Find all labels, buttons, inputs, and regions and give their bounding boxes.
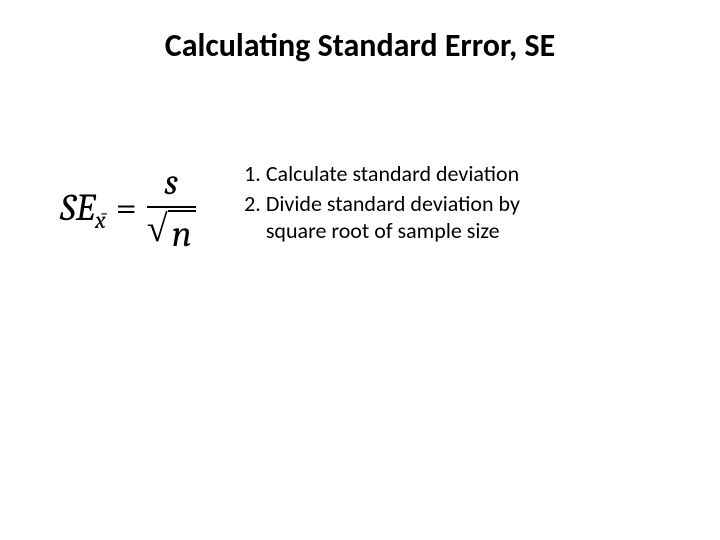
slide-title: Calculating Standard Error, SE	[0, 26, 720, 65]
ordered-steps: Calculate standard deviation Divide stan…	[236, 160, 556, 245]
square-root: √ n	[147, 210, 196, 256]
fraction: s √ n	[147, 160, 196, 256]
steps-list: Calculate standard deviation Divide stan…	[236, 160, 556, 247]
se-formula: SE x̄ = s √ n	[60, 160, 196, 256]
lhs-symbol: SE	[60, 186, 95, 230]
formula-lhs: SE x̄	[60, 186, 106, 230]
list-item: Calculate standard deviation	[266, 160, 556, 188]
numerator: s	[158, 160, 184, 206]
equals-sign: =	[116, 186, 137, 230]
radical-sign: √	[147, 210, 168, 256]
lhs-subscript: x̄	[95, 206, 106, 234]
radicand: n	[168, 210, 196, 256]
content-row: SE x̄ = s √ n Calculate standard deviati…	[60, 160, 680, 256]
list-item: Divide standard deviation by square root…	[266, 190, 556, 245]
denominator: √ n	[147, 208, 196, 256]
